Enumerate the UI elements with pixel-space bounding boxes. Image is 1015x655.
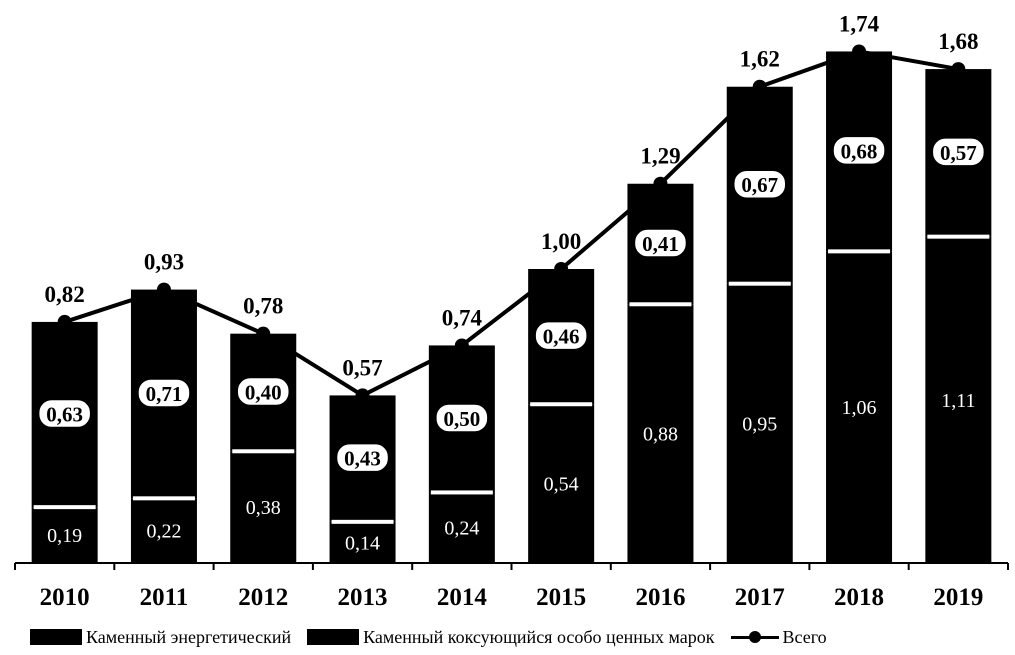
label-pill-coking-2010	[37, 398, 92, 429]
x-tick-label-2014: 2014	[437, 584, 488, 611]
label-energy-2014: 0,24	[444, 518, 479, 540]
label-coking-2019: 0,57	[940, 141, 977, 165]
bar-separator-2018	[828, 249, 891, 254]
legend-swatch-energy-coal	[30, 629, 82, 645]
x-tick-label-2013: 2013	[338, 584, 388, 611]
legend-item-total: Всего	[730, 626, 827, 648]
point-total-2017	[752, 79, 767, 94]
point-total-2010	[57, 314, 72, 329]
label-energy-2019: 1,11	[941, 390, 975, 412]
bar-energy-2016	[627, 304, 694, 563]
legend-label-total: Всего	[782, 626, 827, 647]
label-pill-coking-2019	[931, 137, 986, 167]
label-energy-2010: 0,19	[47, 525, 82, 547]
bar-separator-2010	[33, 505, 96, 510]
label-energy-2016: 0,88	[643, 424, 678, 446]
point-total-2014	[454, 338, 469, 353]
label-coking-2015: 0,46	[543, 325, 580, 349]
label-pill-coking-2013	[335, 442, 390, 473]
point-total-2013	[355, 388, 370, 403]
label-coking-2018: 0,68	[841, 139, 878, 163]
label-pill-coking-2017	[733, 169, 787, 199]
label-energy-2017: 0,95	[742, 413, 777, 435]
label-pill-coking-2018	[832, 135, 886, 166]
bar-energy-2017	[726, 283, 793, 563]
x-tick-label-2011: 2011	[140, 584, 189, 611]
label-pill-coking-2011	[137, 378, 191, 408]
bar-energy-2014	[428, 492, 495, 563]
label-total-2014: 0,74	[442, 305, 483, 330]
label-energy-2011: 0,22	[146, 521, 181, 543]
bar-separator-2019	[927, 234, 990, 239]
label-total-2016: 1,29	[640, 144, 680, 169]
bar-separator-2011	[132, 496, 195, 501]
point-total-2015	[554, 262, 569, 276]
point-total-2019	[951, 62, 966, 77]
bar-separator-2015	[530, 402, 593, 407]
label-coking-2014: 0,50	[443, 407, 480, 431]
x-tick-label-2016: 2016	[635, 584, 685, 611]
label-total-2019: 1,68	[938, 29, 978, 54]
x-tick-label-2010: 2010	[40, 584, 90, 611]
legend-item-energy-coal: Каменный энергетический	[30, 627, 291, 648]
label-total-2018: 1,74	[839, 11, 880, 36]
x-tick-label-2012: 2012	[238, 584, 288, 611]
bar-separator-2017	[728, 281, 791, 286]
bar-energy-2011	[130, 498, 197, 563]
bar-separator-2013	[331, 519, 394, 524]
label-coking-2017: 0,67	[741, 173, 778, 197]
chart-legend: Каменный энергетический Каменный коксующ…	[30, 622, 1010, 652]
line-total	[64, 49, 959, 398]
label-energy-2012: 0,38	[246, 497, 281, 519]
x-tick-label-2018: 2018	[834, 584, 884, 611]
label-energy-2013: 0,14	[345, 532, 380, 554]
legend-label-coking-coal: Каменный коксующийся особо ценных марок	[363, 626, 715, 647]
legend-label-energy-coal: Каменный энергетический	[86, 626, 292, 647]
label-total-2010: 0,82	[45, 282, 85, 307]
label-pill-coking-2014	[435, 403, 489, 433]
bar-energy-2019	[925, 236, 992, 563]
bar-energy-2012	[230, 451, 297, 563]
bar-energy-2018	[826, 251, 893, 564]
legend-swatch-total	[730, 629, 779, 645]
label-coking-2010: 0,63	[46, 403, 83, 427]
legend-swatch-coking-coal	[307, 629, 360, 645]
label-pill-coking-2015	[534, 320, 588, 351]
bar-separator-2014	[430, 490, 493, 495]
label-pill-coking-2012	[236, 376, 290, 407]
label-coking-2013: 0,43	[344, 447, 381, 471]
label-coking-2011: 0,71	[146, 382, 183, 406]
x-tick-label-2015: 2015	[536, 584, 586, 611]
point-total-2012	[256, 326, 271, 341]
label-total-2012: 0,78	[243, 294, 283, 319]
x-tick-label-2019: 2019	[933, 584, 983, 611]
bar-energy-2015	[528, 404, 595, 563]
stacked-bar-line-chart: 0,19 0,63 2010 0,22 0,71 2011 0,38 0,40 2012 0,14…	[14, 11, 1009, 611]
label-energy-2015: 0,54	[544, 474, 579, 496]
point-total-2011	[156, 282, 171, 297]
point-total-2016	[653, 176, 668, 191]
point-total-2018	[852, 44, 867, 59]
bar-energy-2010	[31, 507, 98, 563]
label-total-2013: 0,57	[342, 355, 382, 380]
bar-separator-2016	[629, 302, 692, 307]
bar-energy-2013	[329, 521, 396, 563]
label-total-2017: 1,62	[740, 47, 780, 72]
label-coking-2016: 0,41	[642, 232, 679, 256]
label-pill-coking-2016	[633, 228, 688, 258]
legend-item-coking-coal: Каменный коксующийся особо ценных марок	[307, 626, 715, 648]
label-coking-2012: 0,40	[245, 380, 282, 404]
bar-separator-2012	[232, 449, 295, 454]
x-tick-label-2017: 2017	[735, 584, 785, 611]
label-total-2015: 1,00	[541, 229, 581, 254]
label-total-2011: 0,93	[144, 250, 184, 275]
label-energy-2018: 1,06	[842, 397, 877, 419]
